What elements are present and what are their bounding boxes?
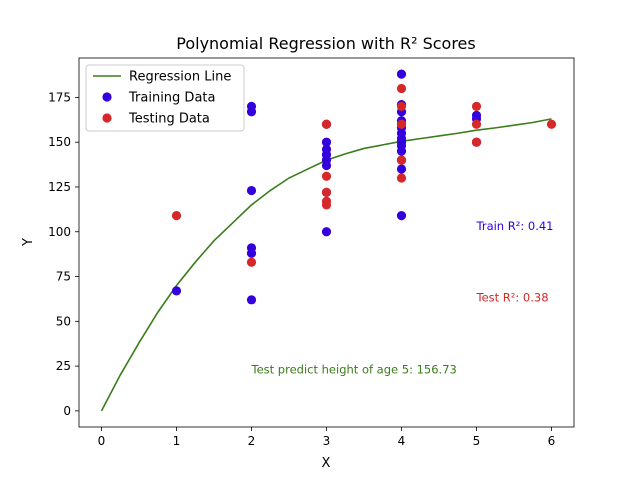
series-layer — [100, 69, 557, 412]
testing-point — [246, 257, 257, 267]
testing-point — [396, 101, 407, 111]
testing-point — [321, 187, 332, 197]
testing-point — [396, 83, 407, 94]
testing-point — [471, 101, 482, 111]
testing-point — [321, 196, 332, 206]
legend-swatch-testing — [102, 113, 112, 123]
testing-point — [396, 119, 407, 129]
y-axis-label: Y — [21, 238, 36, 247]
testing-point — [171, 211, 182, 221]
x-tick-label: 2 — [248, 434, 256, 448]
testing-data-points — [171, 83, 557, 267]
testing-point — [321, 171, 332, 181]
y-tick-label: 175 — [48, 90, 71, 104]
testing-point — [396, 173, 407, 183]
training-point — [396, 164, 407, 174]
testing-point — [471, 119, 482, 129]
training-point — [396, 211, 407, 221]
training-point — [246, 243, 257, 253]
x-tick-label: 3 — [323, 434, 331, 448]
x-axis: 0 1 2 3 4 5 6 — [98, 427, 556, 448]
y-tick-label: 50 — [56, 314, 71, 328]
y-axis: 0 25 50 75 100 125 150 175 — [48, 90, 79, 418]
testing-point — [396, 155, 407, 165]
y-tick-label: 125 — [48, 180, 71, 194]
testing-point — [546, 119, 557, 129]
chart-title: Polynomial Regression with R² Scores — [176, 34, 475, 53]
training-point — [321, 144, 332, 154]
training-point — [471, 110, 482, 120]
legend: Regression Line Training Data Testing Data — [85, 64, 245, 132]
x-tick-label: 4 — [398, 434, 406, 448]
training-point — [246, 101, 257, 111]
legend-box — [85, 64, 245, 132]
training-point — [321, 137, 332, 147]
y-tick-label: 100 — [48, 225, 71, 239]
legend-swatch-training — [102, 92, 112, 102]
legend-label-training: Training Data — [128, 91, 215, 106]
annotation-training: Train R²: 0.41 — [476, 219, 554, 233]
training-point — [396, 69, 407, 79]
x-tick-label: 6 — [548, 434, 556, 448]
testing-point — [321, 119, 332, 129]
annotation-testing: Test R²: 0.38 — [476, 291, 549, 305]
y-tick-label: 150 — [48, 135, 71, 149]
training-point — [246, 295, 257, 305]
annotation-layer: Train R²: 0.41 Test R²: 0.38 Test predict … — [251, 219, 554, 376]
testing-point — [471, 137, 482, 147]
y-tick-label: 75 — [56, 270, 71, 284]
annotation-regression: Test predict height of age 5: 156.73 — [251, 362, 457, 376]
x-axis-label: X — [322, 456, 331, 471]
legend-label-testing: Testing Data — [128, 112, 210, 127]
training-point — [171, 286, 182, 296]
x-tick-label: 0 — [98, 434, 106, 448]
training-point — [321, 227, 332, 237]
y-tick-label: 0 — [63, 404, 71, 418]
x-tick-label: 5 — [473, 434, 481, 448]
x-tick-label: 1 — [173, 434, 181, 448]
y-tick-label: 25 — [56, 359, 71, 373]
training-point — [246, 185, 257, 196]
legend-label-regression: Regression Line — [129, 70, 231, 85]
